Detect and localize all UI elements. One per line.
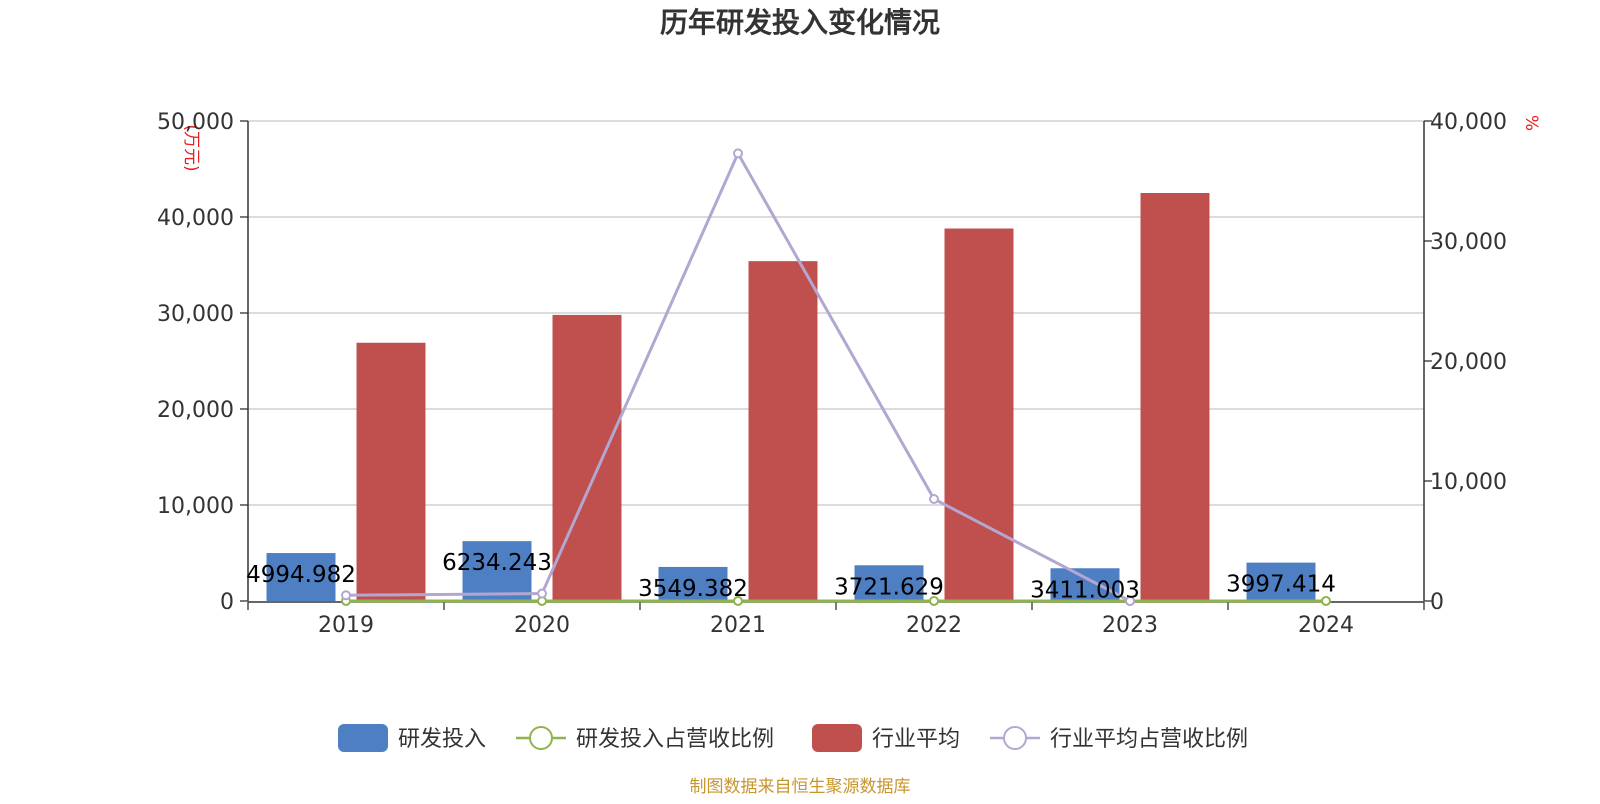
legend-label: 研发投入占营收比例 — [576, 727, 774, 752]
bar-行业平均 — [944, 228, 1014, 601]
data-source-note: 制图数据来自恒生聚源数据库 — [690, 777, 911, 797]
bar-value-label: 6234.243 — [442, 550, 552, 576]
bar-value-label: 3549.382 — [638, 576, 748, 602]
bar-研发投入 — [462, 541, 532, 601]
line-point — [929, 494, 939, 504]
lines — [341, 148, 1331, 606]
left-axis-tick-label: 10,000 — [157, 494, 234, 519]
bar-研发投入 — [854, 565, 924, 601]
bar-行业平均 — [748, 261, 818, 601]
line-point — [341, 590, 351, 601]
bar-研发投入 — [1246, 562, 1316, 601]
legend-label: 行业平均 — [872, 727, 960, 752]
left-axis-tick-label: 20,000 — [157, 398, 234, 423]
bars — [266, 193, 1316, 601]
x-axis-tick-label: 2019 — [318, 613, 374, 638]
legend-label: 研发投入 — [398, 727, 486, 752]
bar-行业平均 — [552, 314, 622, 601]
left-axis-tick-label: 40,000 — [157, 206, 234, 231]
right-axis-tick-label: 10,000 — [1430, 470, 1507, 495]
right-axis-tick-label: 20,000 — [1430, 350, 1507, 375]
bar-行业平均 — [1140, 193, 1210, 601]
bar-value-label: 3411.003 — [1030, 577, 1140, 603]
grid-lines — [248, 120, 1424, 506]
bar-value-label: 3721.629 — [834, 574, 944, 600]
left-axis-unit: (万元) — [181, 124, 201, 171]
chart-title: 历年研发投入变化情况 — [660, 6, 940, 39]
right-axis-tick-label: 30,000 — [1430, 230, 1507, 255]
line-point — [537, 588, 547, 599]
left-axis-tick-label: 30,000 — [157, 302, 234, 327]
legend-marker-研发投入占营收比例 — [529, 726, 553, 750]
right-axis-unit: % — [1521, 115, 1541, 131]
line-point — [1321, 595, 1331, 606]
legend-swatch-研发投入 — [338, 724, 388, 752]
legend-marker-行业平均占营收比例 — [1003, 726, 1027, 750]
legend: 研发投入 研发投入占营收比例 行业平均 行业平均占营收比例 — [338, 724, 1248, 752]
x-axis-tick-label: 2021 — [710, 613, 766, 638]
line-point — [733, 148, 743, 159]
bar-value-label: 3997.414 — [1226, 572, 1336, 598]
right-axis-tick-label: 40,000 — [1430, 110, 1507, 135]
bar-value-label: 4994.982 — [246, 562, 356, 588]
line-point — [1125, 596, 1135, 606]
line-point — [929, 595, 939, 606]
x-axis-tick-label: 2023 — [1102, 613, 1158, 638]
left-axis-tick-label: 50,000 — [157, 110, 234, 135]
x-axis-tick-label: 2020 — [514, 613, 570, 638]
left-axis-tick-label: 0 — [220, 590, 234, 615]
legend-label: 行业平均占营收比例 — [1050, 727, 1248, 752]
bar-研发投入 — [266, 553, 336, 601]
bar-行业平均 — [356, 342, 426, 601]
x-axis-tick-label: 2024 — [1298, 613, 1354, 638]
line-point — [733, 595, 743, 606]
x-axis-tick-label: 2022 — [906, 613, 962, 638]
legend-swatch-行业平均 — [812, 724, 862, 752]
data-labels: 4994.982 6234.243 3549.382 3721.629 3411.003… — [246, 550, 1336, 603]
bar-研发投入 — [658, 566, 728, 601]
right-axis-tick-label: 0 — [1430, 590, 1444, 615]
bar-研发投入 — [1050, 568, 1120, 601]
